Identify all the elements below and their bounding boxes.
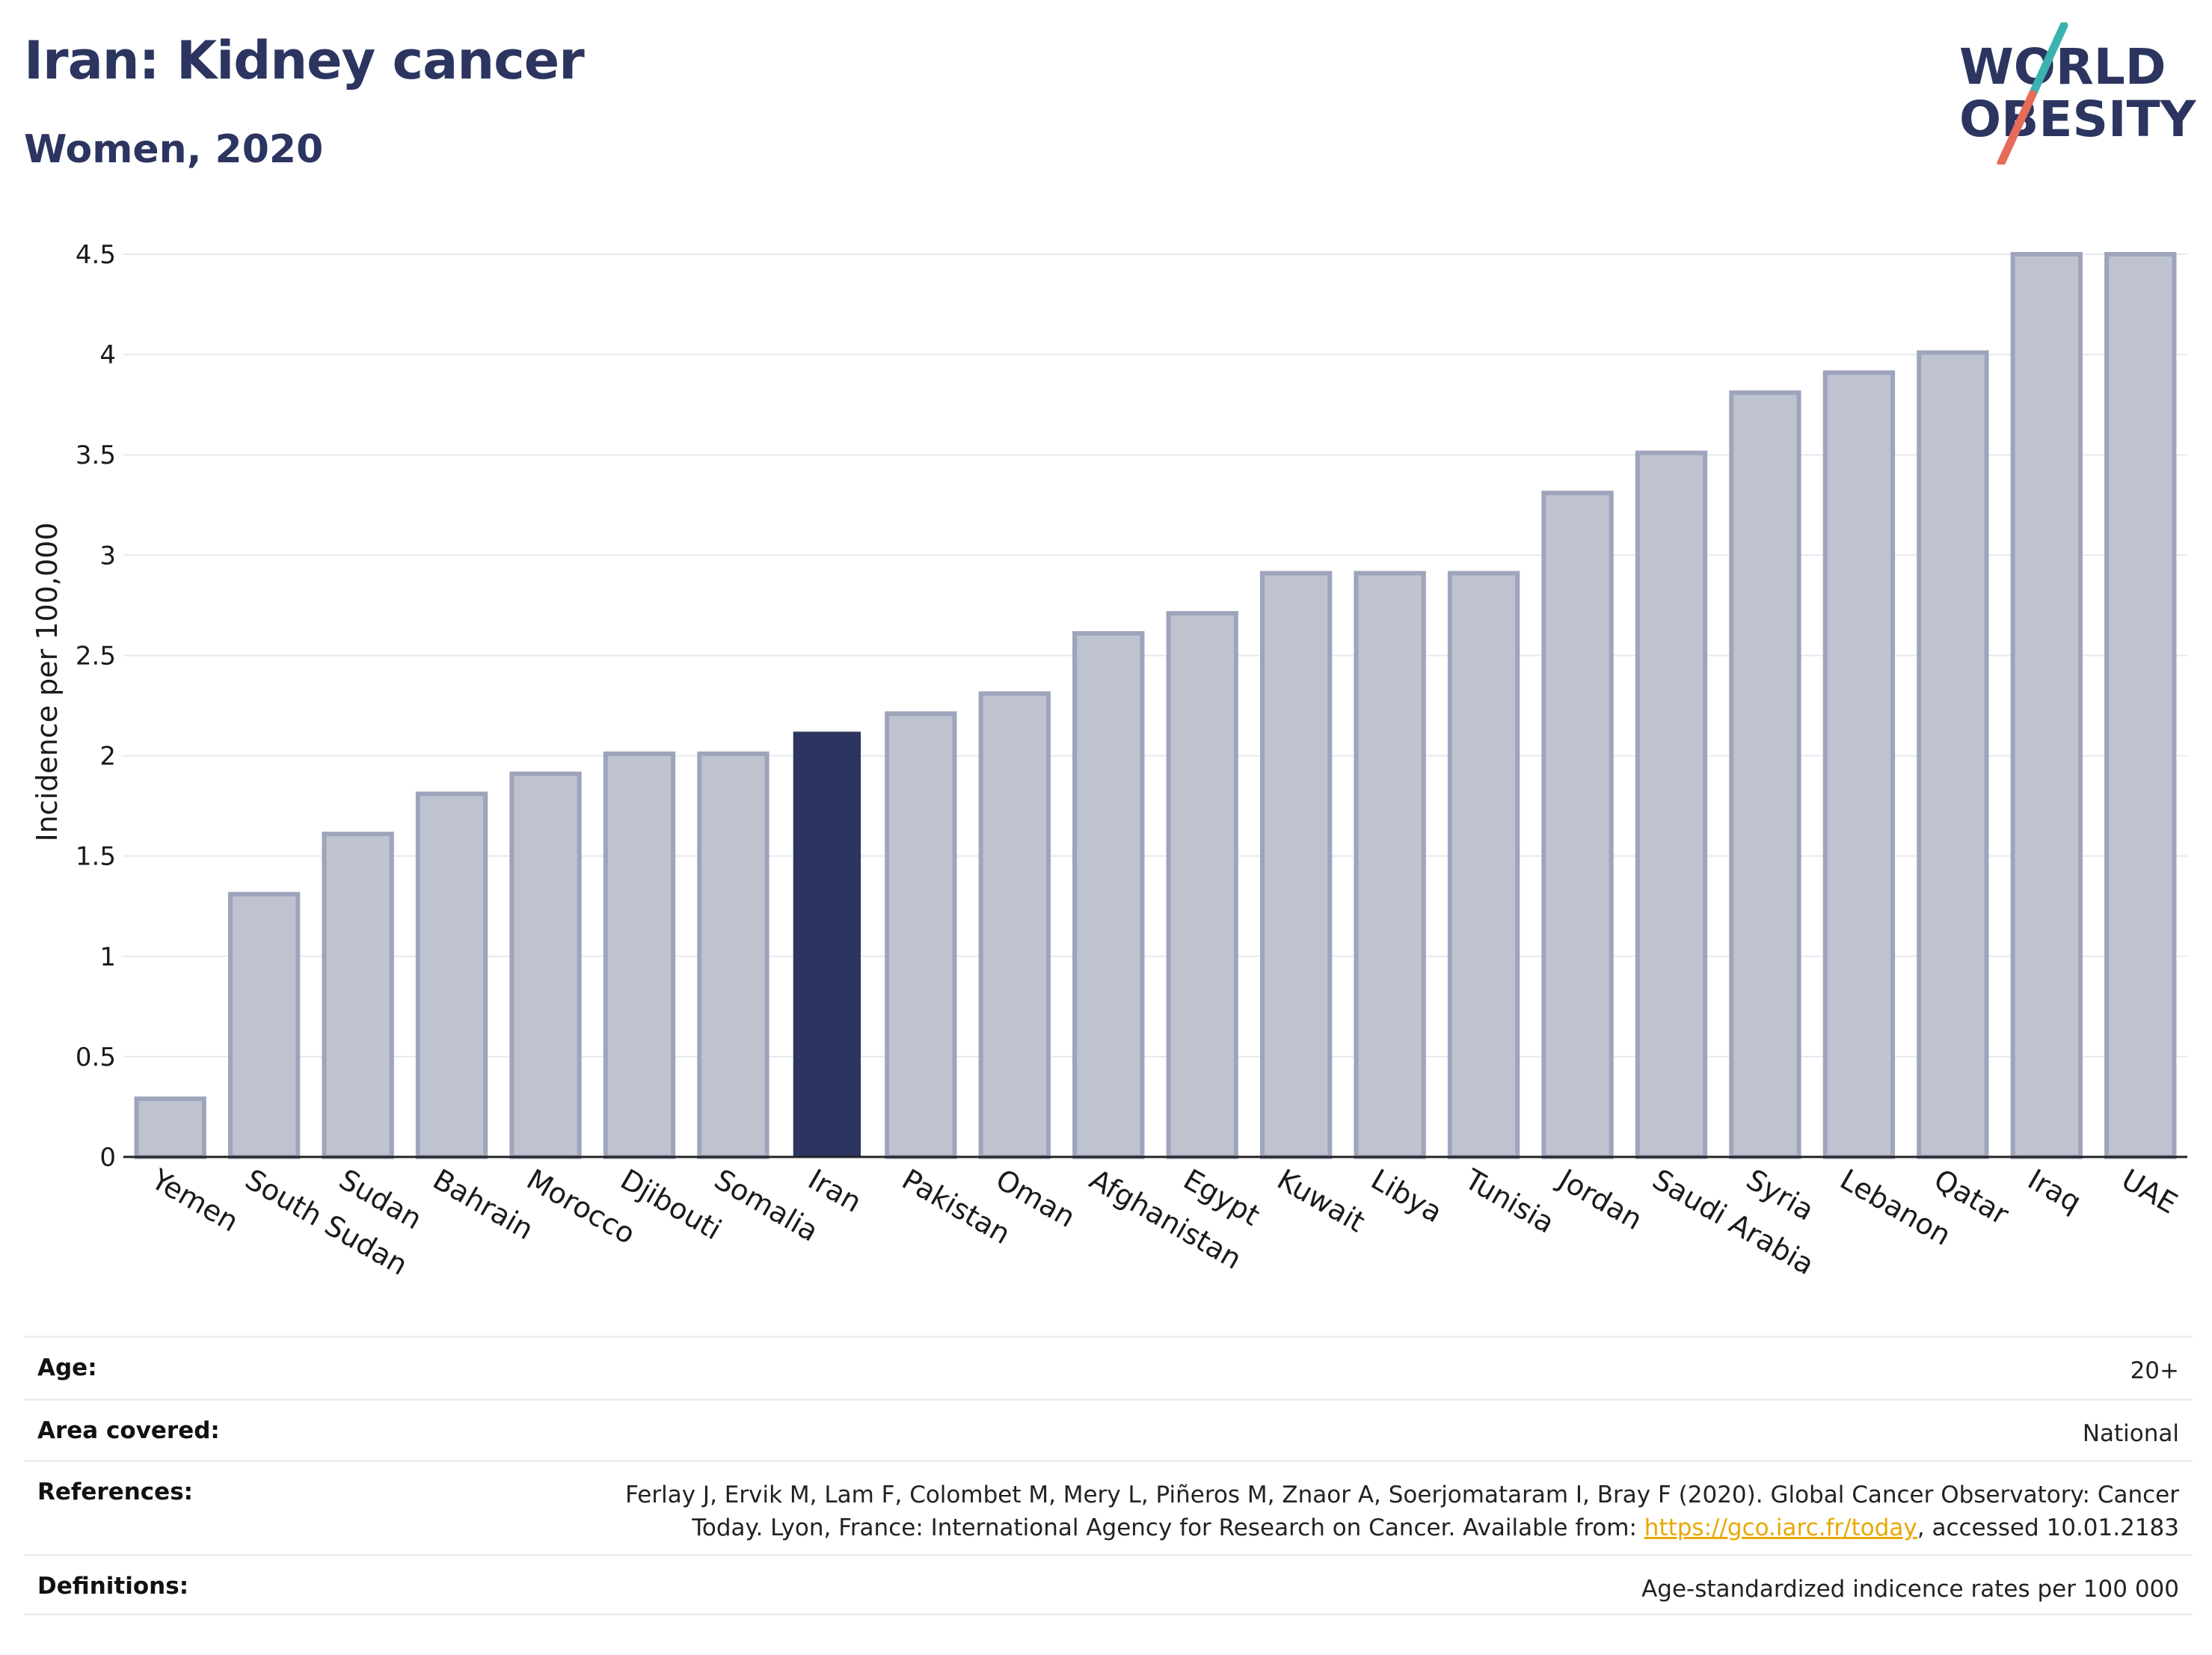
meta-row-references: References: Ferlay J, Ervik M, Lam F, Co… <box>24 1460 2193 1554</box>
age-value: 20+ <box>2130 1357 2179 1384</box>
x-tick-label: Tunisia <box>1459 1162 1560 1240</box>
bar-qatar <box>1917 350 1989 1160</box>
meta-row-area: Area covered: National <box>24 1398 2193 1460</box>
bar-jordan <box>1541 491 1614 1159</box>
bar-libya <box>1354 571 1426 1159</box>
references-line2-post: , accessed 10.01.2183 <box>1917 1514 2179 1541</box>
x-tick-label: Pakistan <box>897 1163 1016 1251</box>
x-tick-label: South Sudan <box>240 1163 414 1282</box>
age-label: Age: <box>37 1354 97 1381</box>
bar-afghanistan <box>1072 630 1145 1159</box>
definitions-label: Definitions: <box>37 1573 189 1600</box>
bar-south-sudan <box>228 891 301 1160</box>
bar-djibouti <box>603 751 676 1159</box>
bar-yemen <box>134 1096 206 1160</box>
bar-tunisia <box>1447 571 1520 1159</box>
x-tick-label: Jordan <box>1552 1162 1647 1237</box>
logo-text-obesity: OBESITY <box>1959 90 2197 148</box>
bar-uae <box>2104 252 2177 1159</box>
x-tick-label: Kuwait <box>1272 1163 1371 1239</box>
x-tick-label: Morocco <box>521 1163 641 1251</box>
metadata-table: Age: 20+ Area covered: National Referenc… <box>24 1336 2193 1615</box>
y-tick-label: 4 <box>99 340 116 370</box>
area-value: National <box>2082 1420 2179 1447</box>
x-tick-label: UAE <box>2116 1163 2183 1220</box>
logo-slash-teal <box>2028 22 2068 99</box>
references-line1: Ferlay J, Ervik M, Lam F, Colombet M, Me… <box>625 1481 2179 1508</box>
area-label: Area covered: <box>37 1417 220 1444</box>
y-axis: 0 0.5 1 1.5 2 2.5 3 3.5 4 4.5 <box>76 240 116 1173</box>
x-tick-label: Iraq <box>2022 1163 2086 1219</box>
x-tick-label: Bahrain <box>428 1163 539 1247</box>
bar-saudi-arabia <box>1635 450 1708 1160</box>
bar-oman <box>978 691 1051 1159</box>
references-value: Ferlay J, Ervik M, Lam F, Colombet M, Me… <box>625 1479 2179 1544</box>
page-subtitle: Women, 2020 <box>24 127 324 172</box>
page-title: Iran: Kidney cancer <box>24 30 585 91</box>
references-label: References: <box>37 1479 194 1505</box>
bar-iran <box>793 731 861 1157</box>
bar-sudan <box>322 832 394 1159</box>
bar-pakistan <box>885 711 957 1159</box>
y-tick-label: 4.5 <box>76 240 116 270</box>
bar-iraq <box>2010 252 2083 1159</box>
references-line2-pre: Today. Lyon, France: International Agenc… <box>692 1514 1644 1541</box>
bar-kuwait <box>1260 571 1333 1159</box>
bar-egypt <box>1166 611 1238 1159</box>
bars <box>134 252 2177 1160</box>
y-tick-label: 3 <box>99 541 116 571</box>
x-tick-label: Libya <box>1365 1163 1448 1229</box>
y-axis-label: Incidence per 100,000 <box>31 522 64 841</box>
x-tick-label: Iran <box>802 1163 867 1219</box>
references-link[interactable]: https://gco.iarc.fr/today <box>1644 1514 1917 1541</box>
bar-morocco <box>509 771 582 1159</box>
bar-lebanon <box>1822 370 1896 1160</box>
y-tick-label: 1.5 <box>76 842 116 872</box>
y-tick-label: 1 <box>99 942 116 972</box>
bar-syria <box>1729 390 1801 1160</box>
y-tick-label: 0 <box>99 1143 116 1173</box>
x-tick-label: Somalia <box>709 1163 824 1248</box>
definitions-value: Age-standardized indicence rates per 100… <box>1641 1576 2179 1603</box>
meta-row-age: Age: 20+ <box>24 1336 2193 1398</box>
logo-slash-coral <box>1997 90 2037 165</box>
x-tick-label: Saudi Arabia <box>1647 1163 1820 1282</box>
bar-bahrain <box>415 791 488 1159</box>
world-obesity-logo: WORLD OBESITY <box>1959 22 2197 165</box>
logo-text-world: WORLD <box>1959 38 2166 96</box>
y-tick-label: 3.5 <box>76 440 116 470</box>
bar-somalia <box>697 751 769 1159</box>
y-tick-label: 2 <box>99 742 116 772</box>
y-tick-label: 2.5 <box>76 641 116 671</box>
x-tick-label: Yemen <box>145 1162 244 1238</box>
y-tick-label: 0.5 <box>76 1043 116 1072</box>
meta-row-definitions: Definitions: Age-standardized indicence … <box>24 1554 2193 1615</box>
